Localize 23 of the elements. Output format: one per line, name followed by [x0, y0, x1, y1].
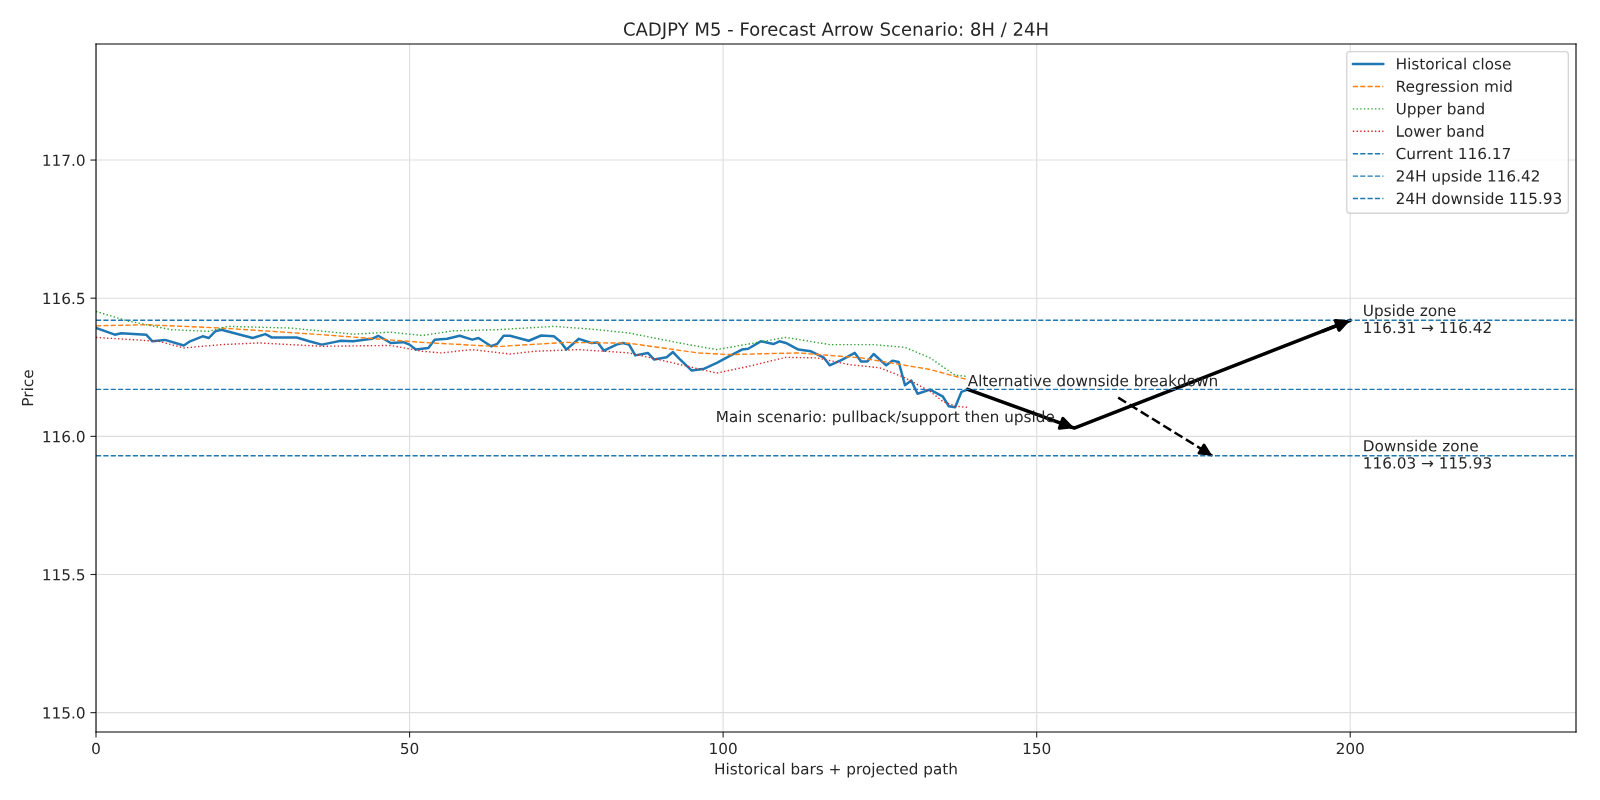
- x-tick-label: 200: [1336, 742, 1364, 755]
- annotation: Downside zone 116.03 → 115.93: [1364, 439, 1491, 469]
- legend-label: 24H downside 115.93: [1396, 192, 1562, 205]
- legend-label: Historical close: [1397, 57, 1511, 70]
- x-tick-label: 100: [710, 742, 737, 755]
- legend-label: 24H upside 116.42: [1396, 169, 1539, 185]
- y-tick-label: 115.0: [43, 707, 85, 719]
- legend-label: Regression mid: [1397, 80, 1512, 95]
- y-axis-title: Price: [21, 370, 34, 406]
- legend-label: Upper band: [1396, 102, 1484, 118]
- y-tick-label: 116.5: [43, 292, 85, 305]
- y-tick-label: 115.5: [43, 569, 85, 581]
- x-axis-title: Historical bars + projected path: [715, 762, 957, 778]
- annotation: Upside zone 116.31 → 116.42: [1364, 304, 1491, 334]
- legend-label: Lower band: [1397, 125, 1484, 137]
- x-tick-label: 0: [92, 742, 100, 755]
- y-tick-label: 116.0: [43, 430, 85, 443]
- chart-title: CADJPY M5 - Forecast Arrow Scenario: 8H / 24H: [623, 21, 1048, 40]
- line-series: [96, 324, 969, 381]
- x-tick-label: 150: [1023, 742, 1051, 755]
- x-tick-label: 50: [401, 742, 419, 755]
- y-tick-label: 117.0: [43, 154, 85, 167]
- legend-label: Current 116.17: [1396, 147, 1511, 160]
